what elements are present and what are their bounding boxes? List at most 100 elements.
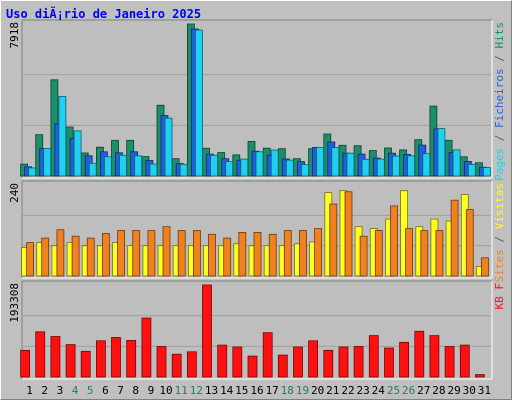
series-legend-label: KB F [493,283,506,310]
legend-part: / [493,49,506,69]
bar-pages-day-26 [407,155,416,177]
bar-pages-day-4 [73,130,82,177]
bar-sites-day-14 [223,237,232,277]
bar-pages-day-15 [240,158,249,177]
bar-kb-f-day-7 [111,337,121,378]
x-tick-label-day-16: 16 [250,384,263,397]
x-tick-label-day-27: 27 [417,384,430,397]
x-tick-label-day-14: 14 [220,384,234,397]
bar-sites-day-27 [420,230,429,277]
bar-sites-day-24 [374,230,383,277]
bar-kb-f-day-4 [65,344,76,378]
x-tick-label-day-15: 15 [235,384,248,397]
page-title: Uso diÃ¡rio de Janeiro 2025 [6,7,202,21]
panel-hits-files-pages: 7918 Pages / Ficheiros / Hits [8,19,506,181]
legend-part: Sites [493,249,506,282]
bar-sites-day-2 [41,237,50,277]
bar-pages-day-13 [210,154,218,177]
x-tick-label-day-11: 11 [175,384,188,397]
series-legend-label: Sites / Visitas [493,183,506,282]
bar-kb-f-day-2 [35,331,46,378]
bar-kb-f-day-5 [80,350,91,378]
bar-pages-day-5 [88,162,97,177]
bar-pages-day-3 [58,96,67,177]
x-tick-label-day-29: 29 [447,384,460,397]
x-tick-label-day-20: 20 [311,384,324,397]
x-tick-label-day-18: 18 [281,384,294,397]
bar-kb-f-day-22 [338,346,349,378]
bar-kb-f-day-20 [308,340,319,378]
bar-kb-f-day-3 [50,336,61,378]
bar-pages-day-7 [119,154,127,177]
bar-sites-day-28 [435,230,444,277]
bar-pages-day-18 [285,159,294,177]
x-tick-label-day-28: 28 [432,384,445,397]
bar-pages-day-16 [255,151,264,177]
bar-kb-f-day-27 [414,330,425,378]
bar-kb-f-day-24 [368,335,379,378]
x-tick-label-day-30: 30 [463,384,476,397]
bar-sites-day-29 [450,199,459,277]
x-tick-label-day-12: 12 [190,384,203,397]
bar-kb-f-day-18 [277,354,288,378]
bar-pages-day-2 [43,147,52,177]
bar-sites-day-1 [26,242,35,277]
bar-kb-f-day-31 [474,374,485,378]
x-tick-label-day-10: 10 [159,384,172,397]
bar-pages-day-6 [104,156,112,177]
bar-pages-day-27 [422,153,431,177]
bar-sites-day-30 [465,209,474,277]
bar-pages-day-25 [392,155,400,177]
legend-part: Hits [493,22,506,49]
bar-kb-f-day-21 [323,349,334,378]
bar-sites-day-15 [238,231,247,277]
legend-part: Visitas [493,183,506,229]
bar-sites-day-21 [329,203,338,277]
bar-sites-day-6 [102,233,110,277]
bar-sites-day-25 [390,205,398,277]
bar-sites-day-12 [192,230,201,277]
x-tick-label-day-26: 26 [402,384,415,397]
bar-sites-day-8 [132,230,141,277]
bar-pages-day-24 [376,158,385,177]
bar-pages-day-19 [301,164,309,177]
bar-pages-day-29 [452,149,461,177]
bar-pages-day-1 [28,167,37,177]
bar-kb-f-day-10 [156,346,167,378]
x-tick-label-day-7: 7 [117,384,124,397]
y-max-label: 240 [8,183,21,203]
legend-part: KB F [493,283,506,310]
bar-sites-day-10 [162,226,171,277]
bar-pages-day-8 [134,155,143,177]
x-tick-label-day-1: 1 [26,384,33,397]
bar-sites-day-7 [117,230,125,277]
x-tick-label-day-9: 9 [148,384,155,397]
bar-kb-f-day-15 [232,346,243,378]
bar-kb-f-day-25 [384,347,394,378]
x-tick-label-day-22: 22 [341,384,354,397]
bar-sites-day-20 [314,228,323,277]
bar-pages-day-9 [149,163,158,177]
bar-kb-f-day-11 [171,353,182,378]
bar-kb-f-day-8 [126,339,137,378]
legend-part: / [493,128,506,148]
bar-pages-day-22 [346,152,355,177]
bar-kb-f-day-14 [217,344,228,378]
bar-sites-day-22 [344,191,353,277]
bar-sites-day-11 [177,230,186,277]
bar-sites-day-13 [208,233,216,277]
bar-sites-day-3 [56,229,65,277]
bar-kb-f-day-13 [202,284,212,378]
bar-kb-f-day-12 [186,351,197,378]
bar-pages-day-11 [179,163,188,177]
bar-kb-f-day-9 [141,317,152,378]
legend-part: / [493,229,506,249]
legend-part: Pages [493,148,506,181]
bar-sites-day-5 [86,237,95,277]
panel-kbytes: 193308 KB F [8,280,506,380]
bar-sites-day-9 [147,230,156,277]
bar-pages-day-12 [194,29,203,177]
x-tick-label-day-17: 17 [266,384,279,397]
x-tick-label-day-6: 6 [102,384,109,397]
